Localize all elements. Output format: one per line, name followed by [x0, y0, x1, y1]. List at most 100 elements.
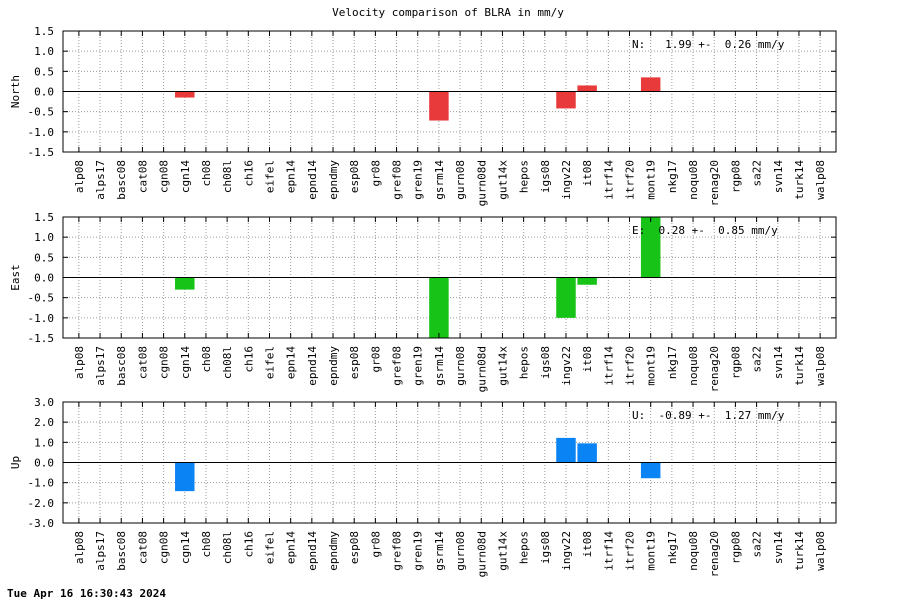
x-tick-label-ch08: ch08 [200, 531, 213, 558]
x-tick-label-noqu08: noqu08 [687, 160, 700, 200]
x-tick-label-alps17: alps17 [94, 346, 107, 386]
x-tick-label-cat08: cat08 [136, 160, 149, 193]
x-tick-label-alp08: alp08 [73, 346, 86, 379]
x-tick-label-sa22: sa22 [751, 346, 764, 373]
y-tick-label: -2.0 [28, 497, 55, 510]
x-tick-label-alp08: alp08 [73, 160, 86, 193]
x-tick-label-mont19: mont19 [645, 160, 658, 200]
y-tick-label: -1.0 [28, 477, 55, 490]
x-tick-label-ch08l: ch08l [221, 531, 234, 564]
x-tick-label-nkg17: nkg17 [666, 531, 679, 564]
x-tick-label-gref08: gref08 [391, 346, 404, 386]
y-tick-label: 0.0 [34, 457, 54, 470]
bar-mont19 [640, 462, 661, 479]
panel-up: 3.0 2.0 1.0 0.0 -1.0 -2.0 -3.0 alp08 alps17 basc0… [9, 396, 837, 577]
x-tick-label-gut14x: gut14x [496, 160, 509, 200]
x-tick-label-cgn08: cgn08 [158, 531, 171, 564]
y-tick-label: 1.5 [34, 25, 54, 38]
x-tick-label-cgn08: cgn08 [158, 160, 171, 193]
x-tick-label-hepos: hepos [518, 346, 531, 379]
x-tick-label-igs08: igs08 [539, 531, 552, 564]
x-tick-label-gren19: gren19 [412, 531, 425, 571]
x-tick-label-turk14: turk14 [793, 346, 806, 386]
x-tick-label-gren19: gren19 [412, 160, 425, 200]
x-tick-label-gurn08: gurn08 [454, 346, 467, 386]
bar-ingv22 [556, 277, 576, 318]
x-tick-label-itrf14: itrf14 [602, 346, 615, 386]
x-tick-label-basc08: basc08 [115, 160, 128, 200]
y-tick-label: -3.0 [28, 517, 55, 530]
x-tick-label-gr08: gr08 [369, 346, 382, 373]
x-tick-label-basc08: basc08 [115, 346, 128, 386]
bar-ingv22 [556, 91, 576, 109]
y-axis-label: North [9, 75, 22, 108]
bar-it08 [577, 85, 597, 92]
x-tick-label-ch16: ch16 [242, 160, 255, 187]
y-tick-label: 3.0 [34, 396, 54, 409]
x-tick-label-nkg17: nkg17 [666, 160, 679, 193]
x-tick-label-it08: it08 [581, 346, 594, 373]
x-tick-label-gurn08d: gurn08d [475, 160, 488, 206]
x-tick-label-svn14: svn14 [772, 346, 785, 379]
x-tick-label-sa22: sa22 [751, 160, 764, 187]
bar-it08 [577, 443, 597, 463]
x-tick-label-cgn14: cgn14 [179, 531, 192, 564]
y-tick-label: 0.5 [34, 251, 54, 264]
x-tick-label-gurn08: gurn08 [454, 160, 467, 200]
bar-cgn14 [175, 462, 195, 492]
y-tick-label: -0.5 [28, 292, 55, 305]
x-tick-label-cat08: cat08 [136, 531, 149, 564]
x-tick-label-turk14: turk14 [793, 160, 806, 200]
x-tick-label-ch16: ch16 [242, 531, 255, 558]
x-tick-label-itrf20: itrf20 [624, 160, 637, 200]
x-tick-label-gr08: gr08 [369, 160, 382, 187]
x-tick-label-cgn08: cgn08 [158, 346, 171, 379]
x-tick-label-gref08: gref08 [391, 160, 404, 200]
x-tick-label-gurn08: gurn08 [454, 531, 467, 571]
x-tick-label-gr08: gr08 [369, 531, 382, 558]
bar-mont19 [640, 217, 661, 278]
x-tick-label-gurn08d: gurn08d [475, 346, 488, 392]
x-tick-label-epndmy: epndmy [327, 531, 340, 571]
chart-title: Velocity comparison of BLRA in mm/y [332, 6, 564, 19]
x-tick-label-renag20: renag20 [708, 531, 721, 577]
x-tick-label-itrf20: itrf20 [624, 346, 637, 386]
x-tick-label-eifel: eifel [263, 531, 276, 564]
stat-annotation: U: -0.89 +- 1.27 mm/y [632, 409, 785, 422]
x-tick-label-ch08: ch08 [200, 346, 213, 373]
x-tick-label-gref08: gref08 [391, 531, 404, 571]
x-tick-label-esp08: esp08 [348, 531, 361, 564]
x-tick-label-noqu08: noqu08 [687, 346, 700, 386]
bar-gsrm14 [429, 91, 449, 121]
timestamp: Tue Apr 16 16:30:43 2024 [7, 587, 166, 600]
x-tick-label-epn14: epn14 [285, 346, 298, 379]
bar-gsrm14 [429, 277, 449, 338]
x-tick-label-svn14: svn14 [772, 160, 785, 193]
x-tick-label-rgp08: rgp08 [729, 346, 742, 379]
x-tick-label-ingv22: ingv22 [560, 531, 573, 571]
x-tick-label-epn14: epn14 [285, 531, 298, 564]
bar-ingv22 [556, 437, 576, 463]
x-tick-label-rgp08: rgp08 [729, 531, 742, 564]
x-tick-label-eifel: eifel [263, 160, 276, 193]
x-tick-label-ch16: ch16 [242, 346, 255, 373]
x-tick-label-cgn14: cgn14 [179, 160, 192, 193]
x-tick-label-alp08: alp08 [73, 531, 86, 564]
x-tick-label-cgn14: cgn14 [179, 346, 192, 379]
bar-cgn14 [175, 277, 195, 290]
y-tick-label: 2.0 [34, 416, 54, 429]
y-tick-label: 0.5 [34, 65, 54, 78]
x-tick-label-epn14: epn14 [285, 160, 298, 193]
x-tick-label-gren19: gren19 [412, 346, 425, 386]
x-tick-label-epnd14: epnd14 [306, 346, 319, 386]
x-tick-label-eifel: eifel [263, 346, 276, 379]
x-tick-label-igs08: igs08 [539, 160, 552, 193]
x-tick-label-gurn08d: gurn08d [475, 531, 488, 577]
x-tick-label-epndmy: epndmy [327, 346, 340, 386]
bar-mont19 [640, 77, 661, 92]
x-tick-label-esp08: esp08 [348, 346, 361, 379]
stat-annotation: E: 0.28 +- 0.85 mm/y [632, 224, 778, 237]
x-tick-label-renag20: renag20 [708, 160, 721, 206]
x-tick-label-epnd14: epnd14 [306, 160, 319, 200]
